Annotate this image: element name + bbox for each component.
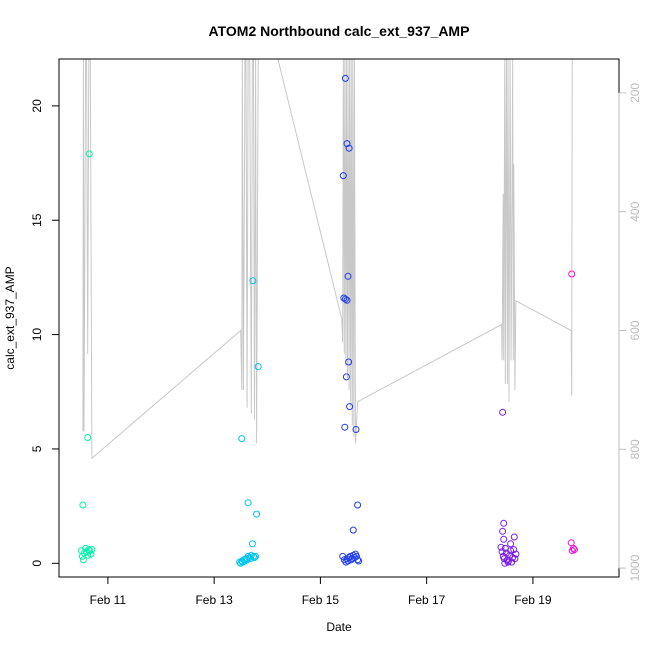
chart-title: ATOM2 Northbound calc_ext_937_AMP	[209, 23, 470, 39]
data-point	[352, 426, 360, 433]
data-point	[342, 373, 350, 381]
y-tick-label: 15	[30, 213, 44, 227]
data-point	[507, 547, 515, 555]
x-axis-label: Date	[326, 620, 352, 634]
data-point	[244, 552, 252, 560]
data-point	[510, 533, 518, 541]
data-point	[355, 557, 363, 565]
data-point	[85, 150, 93, 158]
data-point	[84, 434, 92, 441]
x-tick-label: Feb 17	[408, 593, 446, 607]
secondary-y-axis: 200 400 600 800 1000	[618, 83, 642, 581]
data-points	[77, 74, 578, 567]
y-tick-label: 5	[30, 445, 44, 452]
data-point	[346, 403, 354, 411]
secondary-tick-label: 1000	[628, 554, 642, 581]
y-axis-label: calc_ext_937_AMP	[3, 266, 17, 369]
data-point	[245, 554, 253, 562]
y-axis: 0 5 10 15 20	[30, 99, 60, 567]
data-point	[253, 510, 261, 518]
data-point	[250, 552, 257, 560]
data-point	[500, 535, 508, 543]
data-point	[501, 559, 509, 567]
data-point	[345, 358, 353, 366]
data-point	[354, 556, 362, 564]
data-point	[345, 144, 353, 152]
data-point	[242, 555, 250, 563]
secondary-tick-label: 200	[628, 83, 642, 103]
data-point	[354, 501, 362, 509]
plot-frame	[58, 58, 620, 578]
data-point	[339, 172, 347, 180]
data-point	[85, 546, 93, 554]
data-point	[243, 556, 251, 564]
data-point	[248, 540, 256, 548]
x-axis: Feb 11 Feb 13 Feb 15 Feb 17 Feb 19	[90, 576, 552, 607]
data-point	[568, 270, 576, 278]
secondary-tick-label: 800	[628, 439, 642, 459]
series-deployment-5	[567, 270, 578, 555]
y-tick-label: 20	[30, 99, 44, 113]
data-point	[341, 74, 349, 82]
x-tick-label: Feb 11	[90, 593, 127, 607]
data-point	[251, 554, 258, 562]
data-point	[349, 526, 357, 534]
data-point	[79, 501, 87, 509]
data-point	[87, 550, 95, 558]
series-deployment-3	[339, 74, 363, 566]
data-point	[504, 558, 512, 566]
data-point	[252, 552, 260, 560]
depth-line	[82, 58, 573, 460]
secondary-tick-label: 600	[628, 320, 642, 340]
data-point	[344, 272, 352, 280]
data-point	[78, 552, 86, 560]
x-tick-label: Feb 15	[302, 593, 340, 607]
data-point	[567, 539, 575, 547]
x-tick-label: Feb 13	[195, 593, 233, 607]
data-point	[341, 295, 349, 303]
data-point	[341, 423, 349, 431]
data-point	[88, 546, 96, 554]
data-point	[512, 550, 520, 558]
secondary-tick-label: 400	[628, 201, 642, 221]
depth-line-layer	[82, 58, 573, 460]
y-tick-label: 10	[30, 328, 44, 342]
data-point	[244, 499, 252, 507]
data-point	[79, 556, 87, 564]
data-point	[343, 296, 351, 304]
data-point	[510, 546, 518, 554]
x-tick-label: Feb 19	[514, 593, 552, 607]
data-point	[254, 363, 262, 371]
data-point	[500, 519, 508, 527]
data-point	[499, 408, 507, 416]
data-point	[499, 527, 507, 535]
data-point	[249, 277, 257, 285]
data-point	[345, 554, 353, 562]
data-point	[511, 555, 519, 563]
y-tick-label: 0	[30, 560, 44, 567]
data-point	[82, 544, 90, 552]
series-deployment-1	[77, 150, 96, 564]
series-deployment-2	[236, 277, 262, 567]
data-point	[507, 540, 515, 548]
data-point	[569, 544, 577, 552]
data-point	[497, 543, 505, 551]
series-deployment-4	[497, 408, 520, 567]
data-point	[238, 435, 246, 443]
data-point	[570, 546, 578, 554]
